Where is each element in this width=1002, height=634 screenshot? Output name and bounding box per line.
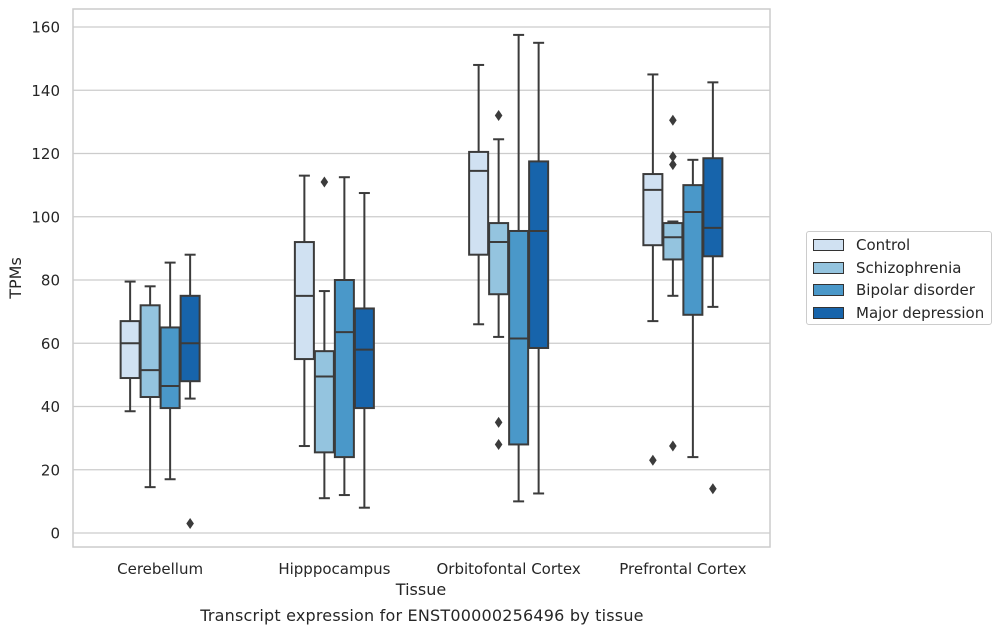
iqr-box (528, 160, 550, 349)
outlier-point (494, 416, 503, 428)
outlier-point (494, 438, 503, 450)
legend-label: Major depression (856, 303, 985, 322)
outlier-point (669, 159, 677, 171)
legend-label: Schizophrenia (856, 258, 962, 277)
y-tick-label: 100 (31, 208, 60, 226)
iqr-box (488, 222, 510, 296)
iqr-box (119, 320, 141, 380)
legend-item: Major depression (813, 303, 984, 323)
legend-item: Control (813, 235, 910, 255)
box-bipolar-disorder (682, 158, 704, 459)
box-control (119, 280, 141, 413)
box-major-depression (179, 253, 201, 530)
y-tick-label: 80 (41, 272, 60, 290)
box-control (468, 63, 490, 326)
outlier-point (709, 483, 717, 495)
box-major-depression (528, 41, 550, 495)
iqr-box (313, 350, 335, 454)
legend-swatch (813, 306, 844, 319)
y-tick-label: 160 (31, 19, 60, 37)
outlier-point (320, 176, 329, 188)
iqr-box (642, 173, 664, 247)
outlier-point (649, 454, 657, 466)
x-tick-label: Orbitofontal Cortex (437, 560, 581, 578)
x-tick-label: Prefrontal Cortex (619, 560, 746, 578)
iqr-box (353, 307, 375, 410)
x-tick-label: Hipppocampus (278, 560, 390, 578)
outlier-point (186, 518, 194, 530)
chart-caption: Transcript expression for ENST0000025649… (200, 606, 644, 625)
y-tick-label: 140 (31, 82, 60, 100)
box-control (642, 73, 664, 466)
outlier-point (669, 114, 677, 126)
box-bipolar-disorder (508, 33, 530, 503)
y-tick-label: 40 (41, 398, 60, 416)
iqr-box (179, 294, 201, 383)
y-axis-ticks: 0 20 40 60 80 100 120 140 160 (31, 19, 60, 543)
boxes (119, 33, 724, 530)
legend-swatch (813, 239, 844, 251)
y-tick-label: 120 (31, 145, 60, 163)
x-tick-label: Cerebellum (117, 560, 203, 578)
y-tick-label: 20 (41, 461, 60, 479)
legend-swatch (813, 261, 844, 274)
iqr-box (702, 157, 724, 258)
legend-item: Schizophrenia (813, 258, 961, 278)
box-major-depression (702, 81, 724, 495)
legend-label: Control (856, 236, 911, 254)
legend: Control Schizophrenia Bipolar disorder Majo… (806, 231, 992, 325)
iqr-box (159, 326, 181, 410)
y-tick-label: 0 (50, 525, 60, 543)
iqr-box (662, 222, 684, 261)
x-axis-ticks: Cerebellum Hipppocampus Orbitofontal Corte… (117, 560, 746, 578)
y-tick-label: 60 (41, 335, 60, 353)
iqr-box (139, 304, 161, 399)
iqr-box (293, 241, 315, 361)
iqr-box (333, 279, 355, 459)
box-schizophrenia (313, 176, 335, 500)
outlier-point (669, 151, 677, 163)
box-major-depression (353, 192, 375, 509)
y-axis-label: TPMs (6, 257, 25, 300)
iqr-box (468, 150, 490, 256)
box-control (293, 174, 315, 448)
x-axis-label: Tissue (395, 580, 446, 599)
outlier-point (494, 110, 503, 122)
box-plot-chart: 0 20 40 60 80 100 120 140 160 Cerebellum Hipppoca… (6, 8, 771, 599)
legend-label: Bipolar disorder (856, 281, 975, 299)
iqr-box (682, 184, 704, 316)
legend-swatch (813, 284, 844, 296)
legend-item: Bipolar disorder (813, 280, 975, 300)
outlier-point (669, 440, 677, 452)
